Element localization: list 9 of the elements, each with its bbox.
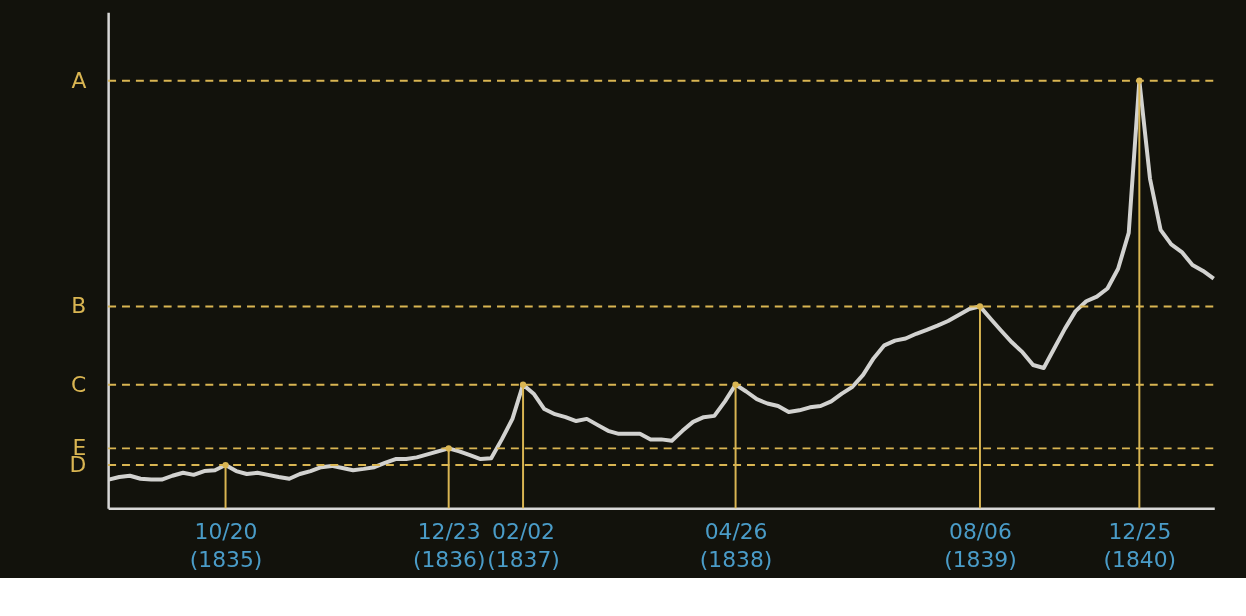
ref-line-label: C: [71, 371, 87, 397]
ref-line-label: A: [71, 67, 87, 93]
x-tick-label: 12/23 (1836): [412, 519, 486, 573]
ref-line-label: B: [71, 293, 87, 319]
x-tick-label: 02/02 (1837): [487, 519, 560, 573]
x-tick-label: 08/06 (1839): [944, 519, 1017, 573]
x-tick-label: 10/20 (1835): [189, 519, 263, 573]
x-tick-label: 04/26 (1838): [699, 519, 773, 573]
x-tick-label: 12/25 (1840): [1103, 519, 1177, 573]
